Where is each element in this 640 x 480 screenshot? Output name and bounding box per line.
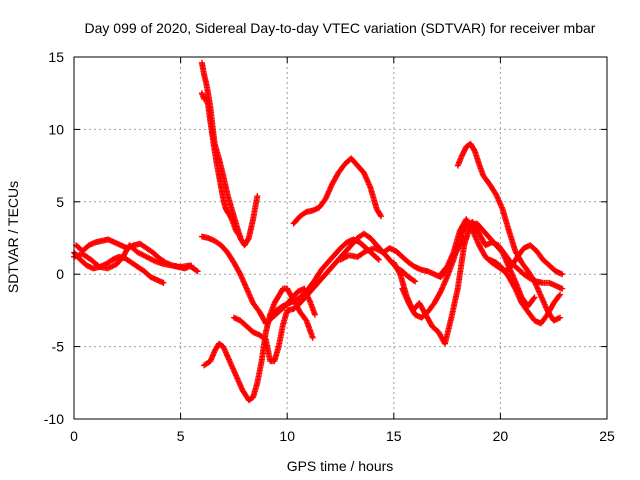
data-point: [237, 233, 244, 240]
x-tick-label: 15: [386, 428, 402, 444]
x-tick-label: 5: [177, 428, 185, 444]
data-point: [412, 278, 419, 285]
series-track-16: [486, 256, 564, 327]
y-tick-label: -5: [52, 339, 65, 355]
data-point: [309, 334, 316, 341]
series-track-3: [71, 242, 201, 275]
axis-ticks: 0 5 10 15 20 25 -10 -5 0 5 10 15: [44, 49, 615, 444]
series-track-5: [198, 90, 244, 240]
data-point: [471, 146, 478, 153]
data-point: [374, 255, 381, 262]
data-point: [559, 285, 566, 292]
data-point: [245, 236, 252, 243]
data-point: [531, 294, 538, 301]
data-point: [193, 267, 200, 274]
data-point: [236, 232, 243, 239]
grid: [74, 57, 607, 419]
data-point: [194, 268, 201, 275]
data-point: [377, 212, 384, 219]
chart-title: Day 099 of 2020, Sidereal Day-to-day VTE…: [85, 20, 596, 36]
data-point: [556, 292, 563, 299]
y-axis-label: SDTVAR / TECUs: [5, 181, 21, 293]
x-axis-label: GPS time / hours: [287, 458, 394, 474]
y-tick-label: 10: [48, 121, 64, 137]
data-point: [557, 314, 564, 321]
x-tick-label: 20: [493, 428, 509, 444]
data-point: [396, 269, 403, 276]
data-series: [71, 59, 566, 404]
y-tick-label: 5: [56, 194, 64, 210]
series-track-10: [290, 155, 385, 227]
data-point: [530, 295, 537, 302]
data-point: [375, 256, 382, 263]
data-point: [410, 277, 417, 284]
data-point: [378, 213, 385, 220]
y-tick-label: -10: [44, 411, 64, 427]
series-track-9: [267, 236, 382, 318]
x-tick-label: 25: [599, 428, 615, 444]
data-point: [160, 279, 167, 286]
data-point: [559, 271, 566, 278]
x-tick-label: 10: [279, 428, 295, 444]
y-tick-label: 0: [56, 266, 64, 282]
data-point: [254, 193, 261, 200]
data-point: [557, 291, 564, 298]
series-track-14: [454, 140, 564, 324]
data-point: [311, 311, 318, 318]
x-tick-label: 0: [70, 428, 78, 444]
plot-frame: [73, 56, 608, 420]
y-tick-label: 15: [48, 49, 64, 65]
